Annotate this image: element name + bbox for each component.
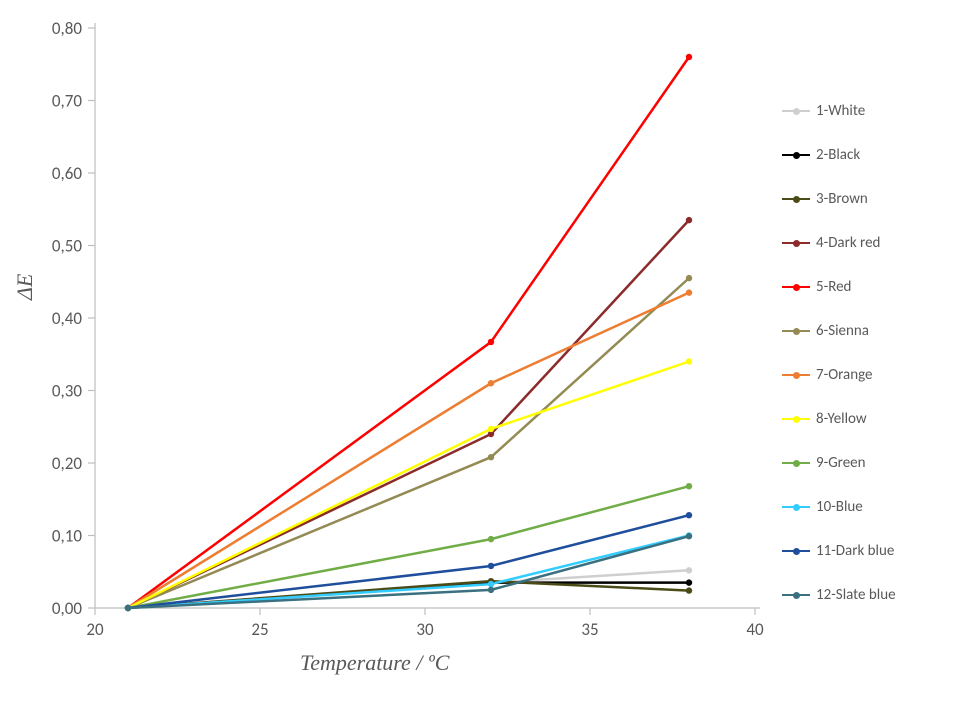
legend-swatch <box>782 550 810 553</box>
legend-swatch <box>782 462 810 465</box>
y-tick-label: 0,20 <box>52 453 82 474</box>
series-marker-s10 <box>488 581 494 587</box>
series-marker-s7 <box>686 289 692 295</box>
legend-marker-icon <box>793 240 800 247</box>
legend-item: 11-Dark blue <box>782 540 942 562</box>
x-tick-label: 20 <box>86 619 104 640</box>
chart-root: 0,00 0,10 0,20 0,30 0,40 0,50 0,60 0,70 0,80 20 25… <box>0 0 960 702</box>
legend-swatch <box>782 198 810 201</box>
legend-marker-icon <box>793 196 800 203</box>
legend-item: 12-Slate blue <box>782 584 942 606</box>
legend-swatch <box>782 330 810 333</box>
legend-label: 3-Brown <box>816 190 868 208</box>
legend-marker-icon <box>793 284 800 291</box>
y-tick-label: 0,10 <box>52 526 82 547</box>
legend-marker-icon <box>793 416 800 423</box>
legend-marker-icon <box>793 504 800 511</box>
y-tick-label: 0,40 <box>52 308 82 329</box>
legend-label: 11-Dark blue <box>816 542 894 560</box>
series-marker-s4 <box>686 217 692 223</box>
legend-item: 6-Sienna <box>782 320 942 342</box>
series-marker-s1 <box>686 567 692 573</box>
legend-item: 2-Black <box>782 144 942 166</box>
legend-label: 12-Slate blue <box>816 586 896 604</box>
x-tick-label: 35 <box>581 619 598 640</box>
legend-swatch <box>782 242 810 245</box>
legend-label: 2-Black <box>816 146 860 164</box>
y-tick-label: 0,60 <box>52 163 82 184</box>
legend-swatch <box>782 154 810 157</box>
series-line-s7 <box>128 293 689 608</box>
legend-swatch <box>782 506 810 509</box>
legend-item: 7-Orange <box>782 364 942 386</box>
series-marker-s6 <box>488 454 494 460</box>
series-line-s8 <box>128 362 689 609</box>
legend-item: 9-Green <box>782 452 942 474</box>
y-tick-label: 0,50 <box>52 236 82 257</box>
y-tick-label: 0,70 <box>52 91 82 112</box>
legend-label: 5-Red <box>816 278 851 296</box>
legend-marker-icon <box>793 592 800 599</box>
legend-marker-icon <box>793 152 800 159</box>
legend-marker-icon <box>793 548 800 555</box>
legend-swatch <box>782 286 810 289</box>
series-marker-s12 <box>488 587 494 593</box>
series-marker-s5 <box>488 339 494 345</box>
legend-label: 4-Dark red <box>816 234 880 252</box>
legend-marker-icon <box>793 372 800 379</box>
series-marker-s8 <box>686 358 692 364</box>
series-marker-s2 <box>686 579 692 585</box>
series-marker-s8 <box>488 426 494 432</box>
legend-item: 3-Brown <box>782 188 942 210</box>
legend-label: 7-Orange <box>816 366 873 384</box>
legend-label: 9-Green <box>816 454 866 472</box>
legend-label: 6-Sienna <box>816 322 869 340</box>
y-axis-title-text: ΔE <box>12 274 37 300</box>
x-tick-label: 25 <box>251 619 268 640</box>
legend-label: 10-Blue <box>816 498 863 516</box>
series-marker-s12 <box>686 533 692 539</box>
series-marker-s11 <box>488 563 494 569</box>
legend: 1-White 2-Black 3-Brown 4-Dark red 5-Red 6-Si… <box>782 100 942 628</box>
y-axis-title: ΔE <box>12 274 38 300</box>
legend-marker-icon <box>793 328 800 335</box>
series-line-s4 <box>128 220 689 608</box>
series-marker-s5 <box>686 54 692 60</box>
y-tick-label: 0,00 <box>52 598 82 619</box>
series-marker-s11 <box>686 512 692 518</box>
legend-item: 8-Yellow <box>782 408 942 430</box>
series-marker-s7 <box>488 380 494 386</box>
legend-marker-icon <box>793 460 800 467</box>
legend-label: 8-Yellow <box>816 410 867 428</box>
legend-swatch <box>782 418 810 421</box>
series-marker-s9 <box>686 483 692 489</box>
series-marker-s3 <box>686 587 692 593</box>
y-tick-label: 0,80 <box>52 18 82 39</box>
legend-swatch <box>782 374 810 377</box>
x-axis-title: Temperature / ºC <box>300 650 449 676</box>
legend-item: 1-White <box>782 100 942 122</box>
y-tick-label: 0,30 <box>52 381 82 402</box>
legend-marker-icon <box>793 108 800 115</box>
legend-item: 10-Blue <box>782 496 942 518</box>
series-marker-s9 <box>488 536 494 542</box>
x-tick-label: 30 <box>416 619 434 640</box>
series-marker-s6 <box>686 275 692 281</box>
legend-label: 1-White <box>816 102 865 120</box>
x-tick-label: 40 <box>746 619 764 640</box>
series-marker-s12 <box>125 605 131 611</box>
legend-swatch <box>782 110 810 113</box>
legend-item: 4-Dark red <box>782 232 942 254</box>
legend-swatch <box>782 594 810 597</box>
legend-item: 5-Red <box>782 276 942 298</box>
x-axis-title-text: Temperature / ºC <box>300 650 449 675</box>
